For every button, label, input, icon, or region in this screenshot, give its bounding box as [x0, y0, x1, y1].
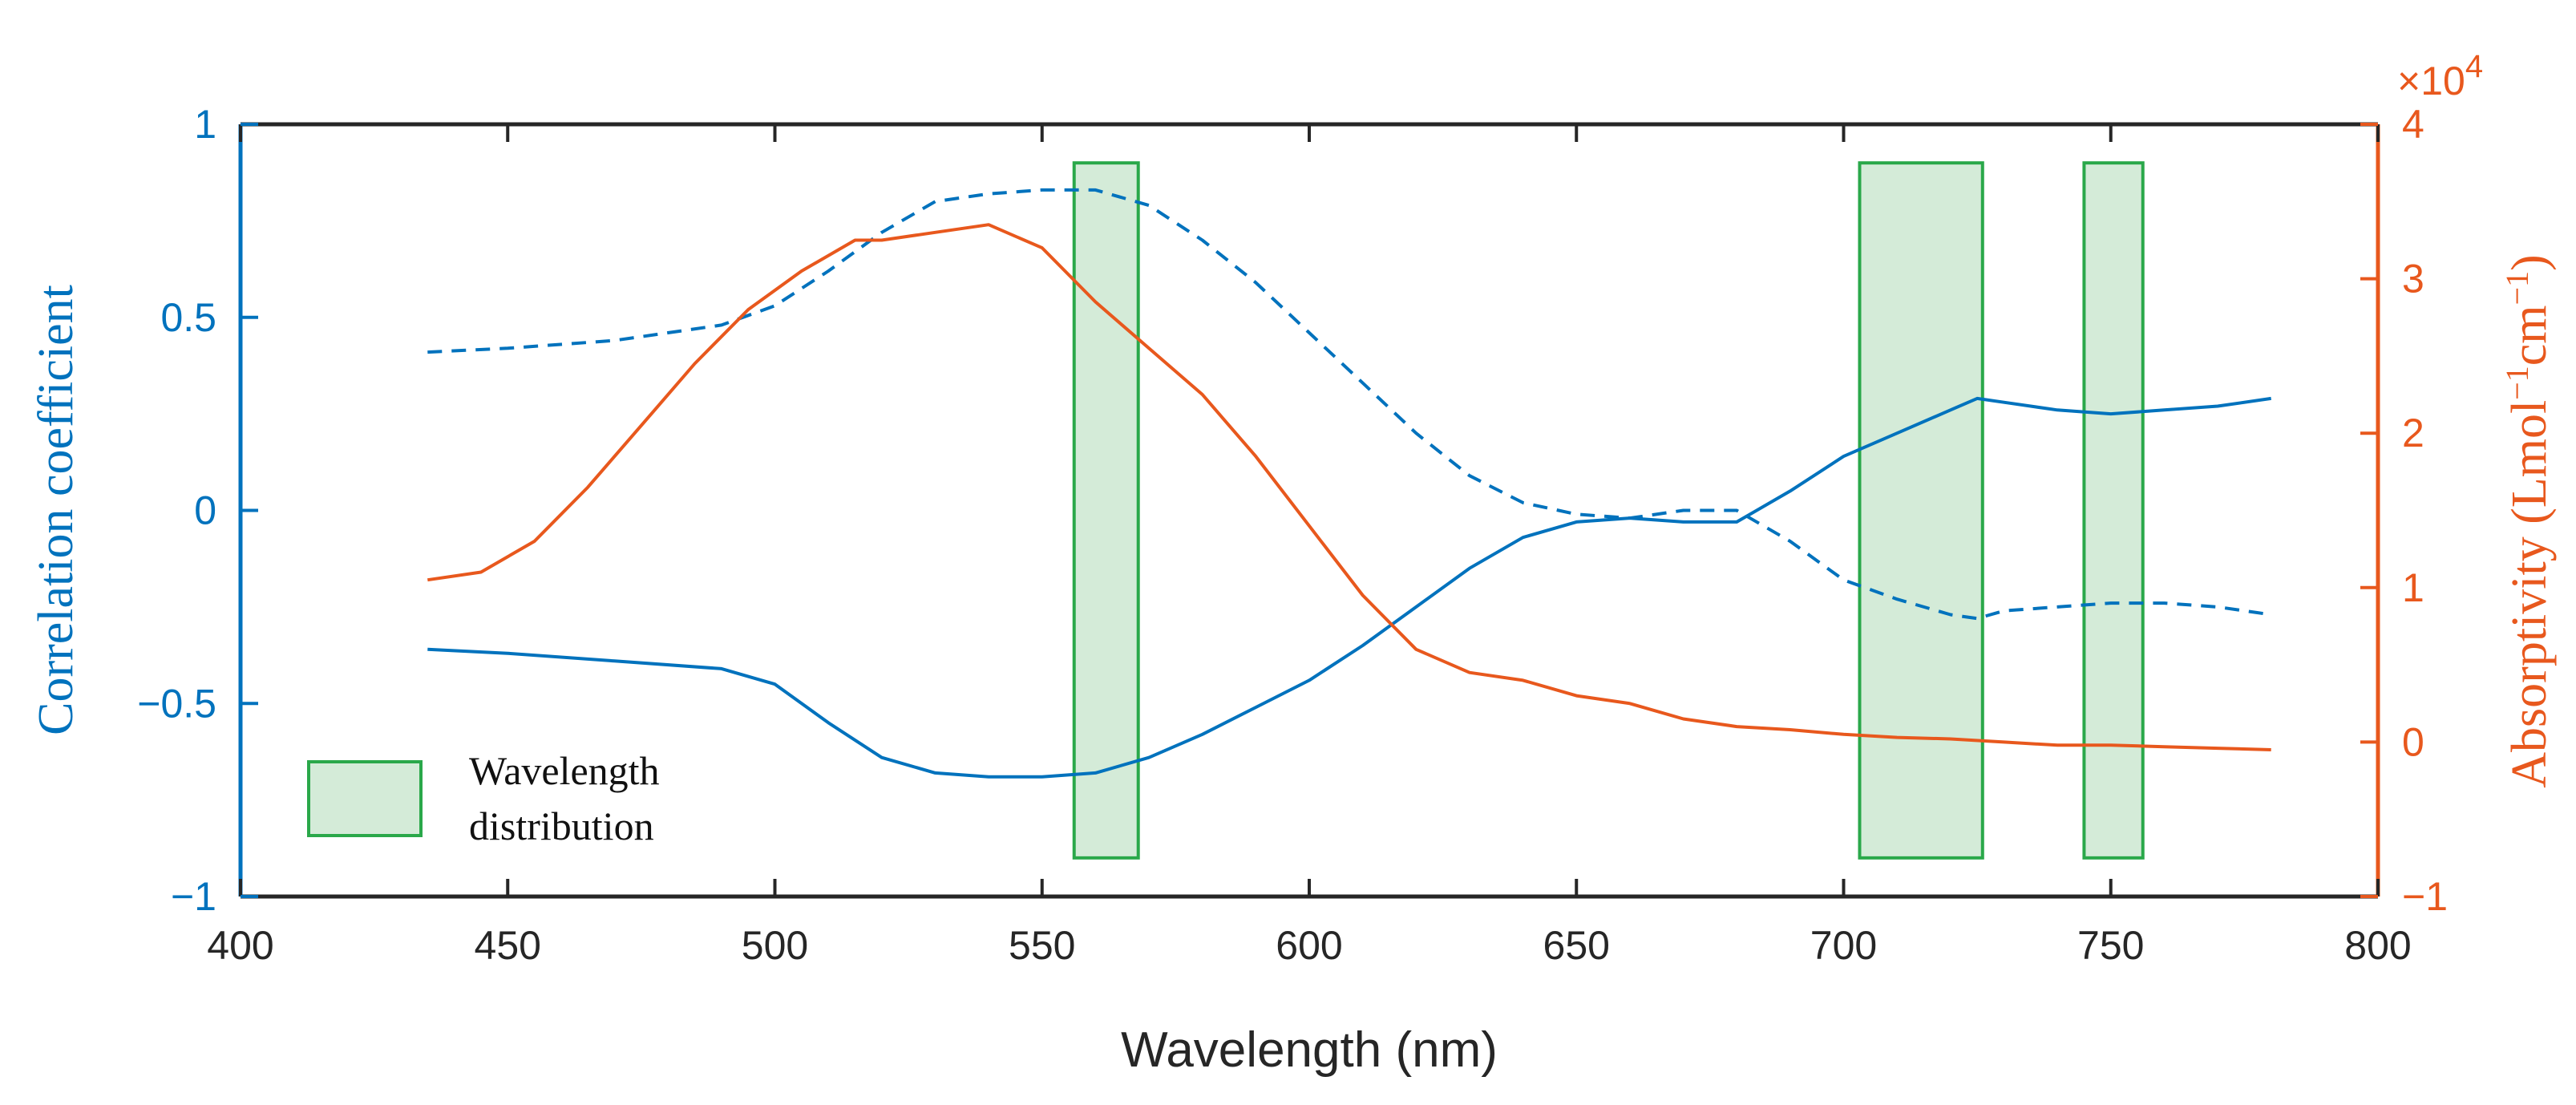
series-line-2 — [427, 188, 2271, 621]
y-right-exponent-label: ×104 — [2397, 49, 2483, 103]
y-right-tick-label: 3 — [2402, 257, 2424, 302]
y-left-tick-label: −0.5 — [137, 681, 216, 726]
y-left-tick-label: −1 — [171, 874, 216, 919]
y-left-tick-label: 1 — [194, 102, 216, 147]
x-tick-label: 700 — [1810, 923, 1877, 968]
x-tick-label: 450 — [475, 923, 541, 968]
y-right-title-sup1: −1 — [2499, 366, 2535, 400]
y-right-title-mid: cm — [2502, 305, 2557, 366]
y-left-tick-label: 0.5 — [160, 295, 216, 340]
x-tick-label: 550 — [1009, 923, 1075, 968]
tick-marks-and-labels: 400 450 500 550 600 650 700 750 800−1−0.500.51−1… — [137, 102, 2448, 968]
y-right-title-suffix: ) — [2502, 254, 2557, 271]
series-lines — [427, 188, 2271, 779]
y-right-title-prefix: Absorptivity (Lmol — [2502, 400, 2557, 788]
highlight-band-1 — [1072, 161, 1140, 860]
y-right-title-sup2: −1 — [2499, 271, 2535, 306]
legend-swatch — [307, 760, 423, 837]
legend-label-line2: distribution — [469, 803, 654, 848]
highlight-band-2 — [1858, 161, 1984, 860]
y-right-tick-label: 2 — [2402, 411, 2424, 455]
exponent-base: ×10 — [2397, 59, 2465, 103]
x-tick-label: 800 — [2344, 923, 2411, 968]
x-axis-title: Wavelength (nm) — [1121, 1022, 1498, 1078]
x-tick-label: 750 — [2077, 923, 2144, 968]
x-tick-label: 500 — [742, 923, 808, 968]
series-line-3 — [427, 223, 2271, 751]
y-right-axis-title: Absorptivity (Lmol−1cm−1) — [2499, 254, 2558, 787]
x-tick-label: 400 — [207, 923, 273, 968]
y-left-tick-label: 0 — [194, 488, 216, 533]
y-right-tick-label: 1 — [2402, 565, 2424, 610]
x-tick-label: 650 — [1543, 923, 1610, 968]
y-left-axis-title: Correlation coefficient — [29, 285, 83, 735]
highlight-bands — [1072, 161, 2145, 860]
y-right-tick-label: −1 — [2402, 874, 2448, 919]
x-tick-label: 600 — [1276, 923, 1342, 968]
highlight-band-3 — [2082, 161, 2145, 860]
series-line-1 — [427, 396, 2271, 779]
legend-label-line1: Wavelength — [469, 748, 660, 793]
legend: Wavelength distribution — [307, 748, 660, 848]
exponent-power: 4 — [2465, 49, 2483, 84]
y-right-tick-label: 0 — [2402, 719, 2424, 764]
y-right-tick-label: 4 — [2402, 102, 2424, 147]
